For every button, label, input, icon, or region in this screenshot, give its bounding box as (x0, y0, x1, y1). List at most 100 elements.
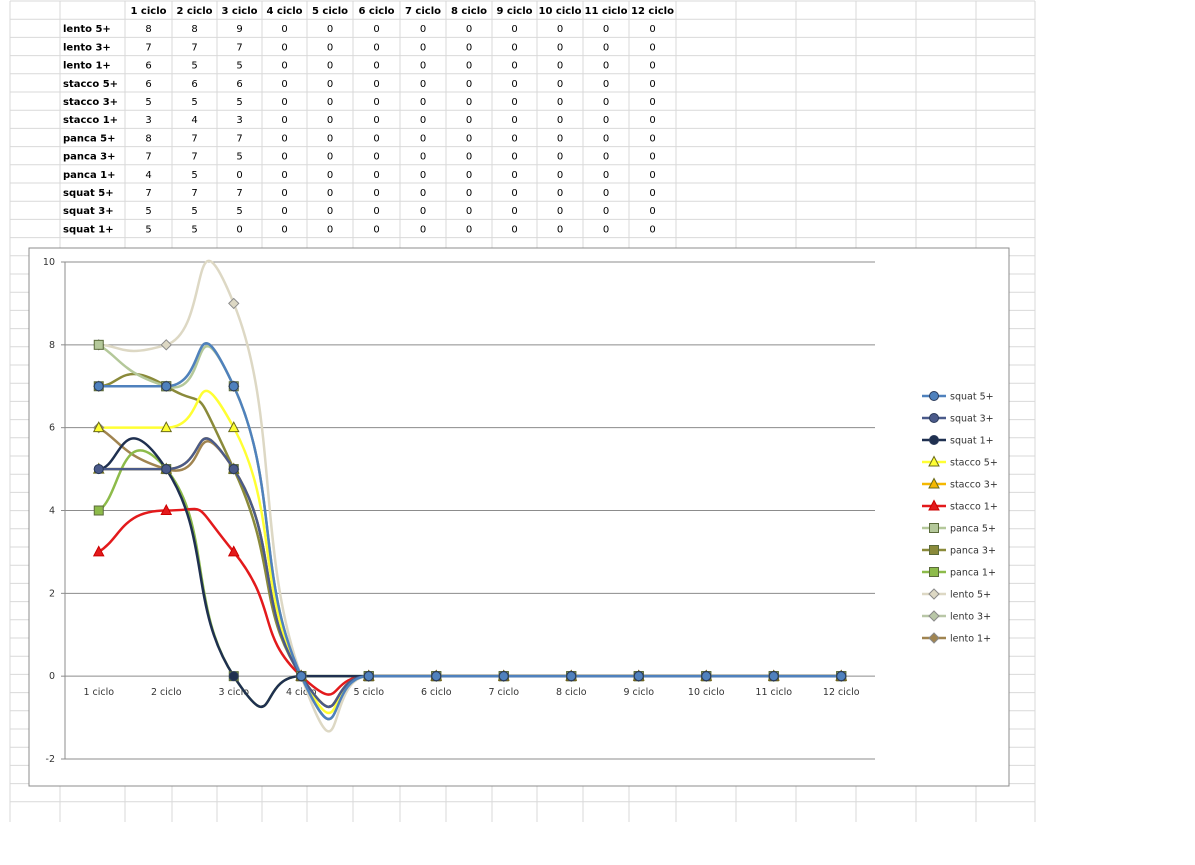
legend-marker (929, 545, 939, 555)
table-cell: 0 (281, 170, 287, 181)
x-tick-label: 9 ciclo (623, 687, 654, 698)
table-cell: 0 (511, 170, 517, 181)
data-point (93, 339, 104, 350)
table-cell: 0 (420, 115, 426, 126)
x-tick-label: 2 ciclo (151, 687, 182, 698)
table-cell: 0 (327, 115, 333, 126)
table-cell: 0 (557, 188, 563, 199)
table-row-label: lento 5+ (63, 24, 111, 35)
table-cell: 0 (603, 133, 609, 144)
table-cell: 0 (281, 42, 287, 53)
x-tick-label: 4 ciclo (286, 687, 317, 698)
table-cell: 0 (466, 79, 472, 90)
data-point (566, 671, 577, 682)
table-cell: 0 (511, 152, 517, 163)
table-header-cell: 2 ciclo (176, 6, 212, 17)
table-cell: 0 (281, 79, 287, 90)
table-cell: 0 (466, 97, 472, 108)
table-cell: 5 (191, 170, 197, 181)
legend-label: stacco 5+ (950, 458, 998, 469)
table-cell: 7 (145, 152, 151, 163)
table-cell: 0 (236, 224, 242, 235)
data-point (228, 297, 240, 310)
table-cell: 0 (557, 224, 563, 235)
table-cell: 7 (191, 152, 197, 163)
table-cell: 0 (511, 188, 517, 199)
x-tick-label: 5 ciclo (353, 687, 384, 698)
table-row-label: squat 3+ (63, 206, 114, 217)
table-cell: 0 (420, 224, 426, 235)
table-cell: 0 (281, 188, 287, 199)
legend-label: lento 1+ (950, 634, 991, 645)
table-cell: 0 (373, 188, 379, 199)
table-cell: 8 (191, 24, 197, 35)
table-cell: 0 (327, 24, 333, 35)
table-row-label: panca 1+ (63, 170, 116, 181)
table-cell: 0 (327, 97, 333, 108)
table-header-cell: 11 ciclo (585, 6, 628, 17)
legend-marker (928, 499, 940, 511)
table-cell: 0 (281, 61, 287, 72)
table-cell: 0 (649, 79, 655, 90)
table-row-label: stacco 3+ (63, 97, 118, 108)
table-cell: 9 (236, 24, 242, 35)
table-row-label: squat 5+ (63, 188, 114, 199)
table-cell: 0 (373, 24, 379, 35)
table-cell: 0 (420, 79, 426, 90)
table-cell: 0 (511, 115, 517, 126)
data-point (161, 464, 172, 475)
table-cell: 4 (191, 115, 197, 126)
table-cell: 0 (466, 24, 472, 35)
legend-marker (929, 435, 939, 445)
table-cell: 0 (466, 115, 472, 126)
table-cell: 0 (649, 224, 655, 235)
table-cell: 0 (557, 42, 563, 53)
data-point (227, 421, 240, 433)
data-point (498, 671, 509, 682)
table-cell: 0 (420, 206, 426, 217)
table-cell: 7 (191, 188, 197, 199)
table-header-cell: 6 ciclo (358, 6, 394, 17)
table-cell: 7 (236, 42, 242, 53)
data-point (227, 545, 240, 557)
table-cell: 0 (511, 61, 517, 72)
table-cell: 0 (466, 188, 472, 199)
table-cell: 6 (145, 61, 151, 72)
legend-label: squat 3+ (950, 414, 994, 425)
data-point (296, 671, 307, 682)
legend-marker (929, 413, 939, 423)
table-cell: 7 (191, 133, 197, 144)
table-cell: 0 (511, 133, 517, 144)
table-cell: 0 (557, 133, 563, 144)
table-cell: 7 (236, 188, 242, 199)
series-line (98, 342, 842, 721)
table-cell: 5 (191, 61, 197, 72)
table-cell: 0 (603, 24, 609, 35)
table-header-cell: 10 ciclo (539, 6, 582, 17)
table-cell: 0 (327, 79, 333, 90)
legend-label: squat 1+ (950, 436, 994, 447)
table-row-label: squat 1+ (63, 224, 114, 235)
table-header-cell: 5 ciclo (312, 6, 348, 17)
table-cell: 0 (466, 42, 472, 53)
table-cell: 0 (511, 97, 517, 108)
y-tick-label: 10 (43, 257, 55, 268)
table-cell: 0 (420, 42, 426, 53)
x-tick-label: 8 ciclo (556, 687, 587, 698)
table-cell: 6 (191, 79, 197, 90)
x-tick-label: 6 ciclo (421, 687, 452, 698)
table-cell: 0 (649, 24, 655, 35)
y-tick-label: 0 (49, 671, 55, 682)
table-cell: 5 (191, 224, 197, 235)
table-row-label: lento 1+ (63, 61, 111, 72)
x-tick-label: 1 ciclo (83, 687, 114, 698)
table-cell: 0 (373, 42, 379, 53)
data-point (160, 339, 172, 351)
table-cell: 0 (649, 152, 655, 163)
table-cell: 0 (373, 133, 379, 144)
legend-marker (928, 477, 940, 489)
x-tick-label: 10 ciclo (688, 687, 725, 698)
table-cell: 0 (420, 133, 426, 144)
table-cell: 0 (466, 206, 472, 217)
table-cell: 7 (145, 188, 151, 199)
